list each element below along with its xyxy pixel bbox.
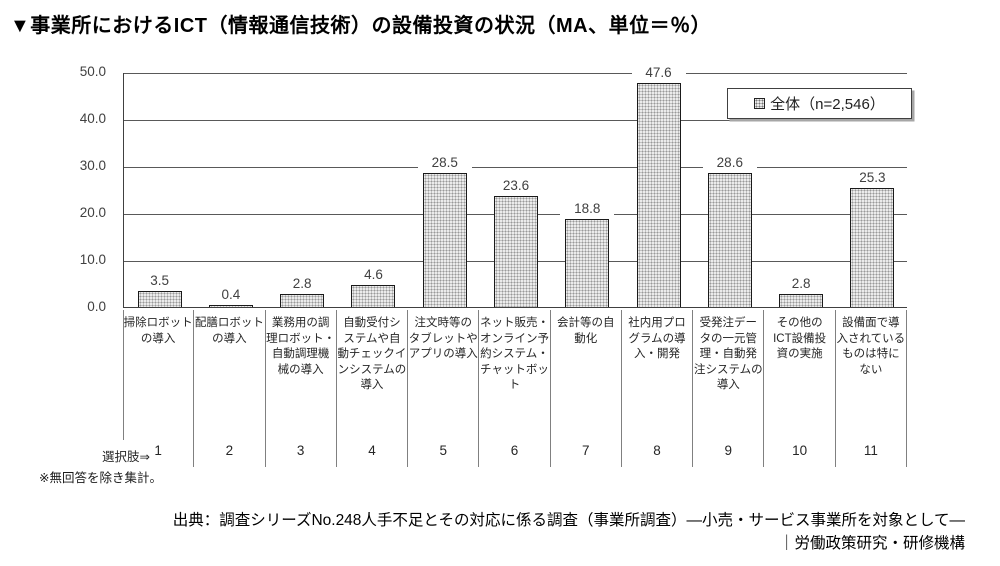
bar-value-label-9: 28.6 <box>702 154 757 170</box>
choice-number-1: 1 <box>154 443 162 458</box>
bar-category-1 <box>137 290 182 307</box>
category-cell-11: 設備面で導 入されている ものは特に ない 11 <box>836 310 907 467</box>
category-cell-6: ネット販売・ オンライン予 約システム・ チャットボット 6 <box>479 310 551 467</box>
category-table: 掃除ロボット の導入 1 配膳ロボット の導入 2 業務用の調 理ロボット・ 自動調理機… <box>123 310 907 467</box>
category-label-6: ネット販売・ オンライン予 約システム・ チャットボット <box>479 317 549 391</box>
category-cell-8: 社内用プロ グラムの導 入・開発 8 <box>622 310 694 467</box>
y-axis-tick-label: 30.0 <box>79 158 106 173</box>
bar-value-label-1: 3.5 <box>132 272 187 288</box>
y-axis-tick-label: 0.0 <box>87 299 106 314</box>
legend-label: 全体（n=2,546） <box>770 96 885 113</box>
bar-category-6 <box>494 196 538 307</box>
category-cell-5: 注文時等の タブレットや アプリの導入 5 <box>408 310 480 467</box>
category-cell-7: 会計等の自 動化 7 <box>551 310 622 467</box>
category-label-4: 自動受付シ ステムや自 動チェックイ ンシステムの 導入 <box>337 317 407 391</box>
bar-value-label-4: 4.6 <box>346 267 401 283</box>
bar-category-9 <box>707 172 752 307</box>
y-axis-tick-label: 40.0 <box>79 111 106 126</box>
category-label-2: 配膳ロボット の導入 <box>194 317 264 345</box>
bar-value-label-7: 18.8 <box>560 200 615 216</box>
bar-category-11 <box>850 188 895 307</box>
category-cell-4: 自動受付シ ステムや自 動チェックイ ンシステムの 導入 4 <box>337 310 409 467</box>
category-label-9: 受発注デー タの一元管 理・自動発 注システムの 導入 <box>693 317 763 391</box>
category-label-5: 注文時等の タブレットや アプリの導入 <box>408 317 478 360</box>
choice-number-9: 9 <box>724 443 733 458</box>
choice-number-10: 10 <box>792 443 808 458</box>
bar-value-label-10: 2.8 <box>774 275 829 291</box>
category-cell-3: 業務用の調 理ロボット・ 自動調理機 械の導入 3 <box>266 310 337 467</box>
gridline-30.0 <box>124 167 907 168</box>
choice-row-label: 選択肢⇒ <box>102 450 150 464</box>
category-label-8: 社内用プロ グラムの導 入・開発 <box>628 317 686 360</box>
gridline-40.0 <box>124 120 907 121</box>
category-cell-2: 配膳ロボット の導入 2 <box>194 310 266 467</box>
bar-category-2 <box>208 305 253 307</box>
choice-number-11: 11 <box>863 443 878 458</box>
y-axis-tick-label: 20.0 <box>79 205 106 220</box>
source-line-2: ｜労働政策研究・研修機構 <box>778 534 965 552</box>
category-cell-1: 掃除ロボット の導入 1 <box>123 310 195 467</box>
category-cell-10: その他の ICT設備投 資の実施 10 <box>764 310 836 467</box>
choice-number-6: 6 <box>510 443 519 458</box>
bar-category-8 <box>636 83 681 307</box>
choice-number-2: 2 <box>225 443 234 458</box>
category-label-1: 掃除ロボット の導入 <box>123 317 193 345</box>
choice-number-4: 4 <box>368 443 376 458</box>
legend-swatch-icon <box>754 98 766 109</box>
bar-category-3 <box>280 293 325 307</box>
bar-category-10 <box>779 293 824 307</box>
category-label-10: その他の ICT設備投 資の実施 <box>773 317 827 360</box>
bar-value-label-2: 0.4 <box>203 287 258 303</box>
bar-value-label-3: 2.8 <box>275 275 330 291</box>
category-table-left-border <box>123 310 124 440</box>
bar-value-label-5: 28.5 <box>417 155 472 171</box>
choice-number-7: 7 <box>582 443 590 458</box>
bar-category-5 <box>422 173 467 307</box>
y-axis-tick-label: 10.0 <box>79 252 106 267</box>
plot-area: 3.5 0.4 2.8 4.6 28.5 23.6 18.8 47.6 28.6 2.8 25.3 <box>123 65 907 308</box>
choice-number-3: 3 <box>296 443 305 458</box>
category-label-11: 設備面で導 入されている ものは特に ない <box>836 317 906 376</box>
bar-category-7 <box>565 218 610 307</box>
source-caption: 出典：調査シリーズNo.248人手不足とその対応に係る調査（事業所調査）―小売・… <box>173 510 965 555</box>
choice-number-5: 5 <box>439 443 447 458</box>
legend: 全体（n=2,546） <box>727 88 912 119</box>
y-axis-tick-label: 50.0 <box>79 64 106 79</box>
choice-number-8: 8 <box>653 443 661 458</box>
bar-value-label-11: 25.3 <box>845 170 900 186</box>
chart-title: ▼事業所におけるICT（情報通信技術）の設備投資の状況（MA、単位＝％） <box>10 15 712 37</box>
category-label-3: 業務用の調 理ロボット・ 自動調理機 械の導入 <box>266 317 336 376</box>
category-cell-9: 受発注デー タの一元管 理・自動発 注システムの 導入 9 <box>693 310 765 467</box>
source-line-1: 出典：調査シリーズNo.248人手不足とその対応に係る調査（事業所調査）―小売・… <box>172 512 965 529</box>
footnote: ※無回答を除き集計。 <box>39 471 162 485</box>
bar-value-label-8: 47.6 <box>631 65 686 81</box>
category-label-7: 会計等の自 動化 <box>557 317 615 345</box>
bar-value-label-6: 23.6 <box>489 178 543 194</box>
bar-category-4 <box>351 285 396 307</box>
gridline-50.0 <box>124 73 907 74</box>
